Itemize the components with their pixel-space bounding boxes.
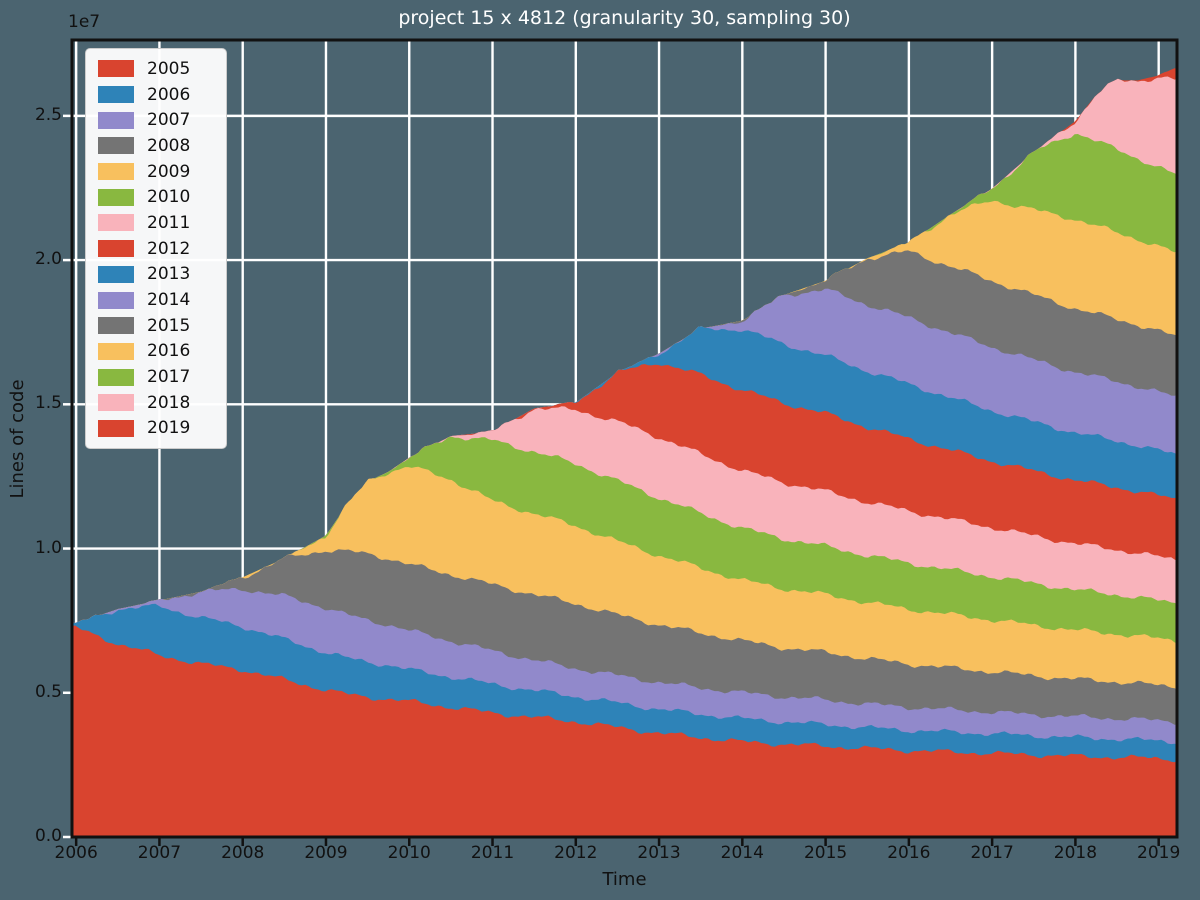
legend-label-2006: 2006 bbox=[147, 84, 191, 105]
legend-item-2013: 2013 bbox=[86, 262, 226, 288]
legend-item-2006: 2006 bbox=[86, 82, 226, 108]
area-2005 bbox=[72, 625, 1177, 837]
legend-label-2010: 2010 bbox=[147, 187, 191, 208]
legend-item-2010: 2010 bbox=[86, 184, 226, 210]
legend-swatch-2006 bbox=[98, 86, 134, 104]
x-tick-label-2014: 2014 bbox=[720, 843, 764, 863]
x-tick-label-2010: 2010 bbox=[387, 843, 431, 863]
legend-label-2017: 2017 bbox=[147, 367, 191, 388]
legend-label-2013: 2013 bbox=[147, 264, 191, 285]
legend-item-2017: 2017 bbox=[86, 364, 226, 390]
legend-swatch-2019 bbox=[98, 419, 134, 437]
legend-item-2018: 2018 bbox=[86, 390, 226, 416]
legend-swatch-2009 bbox=[98, 163, 134, 181]
legend-swatch-2010 bbox=[98, 188, 134, 206]
y-tick-label-1.5: 1.5 bbox=[34, 393, 62, 414]
y-tick-label-0.0: 0.0 bbox=[34, 826, 62, 846]
legend-swatch-2018 bbox=[98, 394, 134, 412]
legend-item-2012: 2012 bbox=[86, 236, 226, 262]
legend-item-2011: 2011 bbox=[86, 210, 226, 236]
legend-label-2016: 2016 bbox=[147, 341, 191, 362]
y-tick-label-2.5: 2.5 bbox=[34, 104, 62, 125]
legend-swatch-2007 bbox=[98, 111, 134, 129]
legend: 2005 2006 2007 2008 2009 2010 2011 2012 2013 2014… bbox=[85, 48, 227, 450]
y-tick-label-2.0: 2.0 bbox=[34, 249, 62, 270]
x-tick-label-2012: 2012 bbox=[554, 843, 598, 863]
y-axis-offset-label: 1e7 bbox=[68, 12, 101, 32]
legend-label-2015: 2015 bbox=[147, 315, 191, 336]
chart-title: project 15 x 4812 (granularity 30, sampl… bbox=[398, 7, 851, 29]
x-tick-label-2017: 2017 bbox=[970, 843, 1014, 863]
x-tick-label-2006: 2006 bbox=[54, 843, 98, 863]
legend-label-2011: 2011 bbox=[147, 212, 191, 233]
legend-item-2014: 2014 bbox=[86, 287, 226, 313]
plot-border bbox=[70, 38, 1179, 839]
x-axis-label: Time bbox=[602, 869, 647, 890]
legend-item-2016: 2016 bbox=[86, 339, 226, 365]
legend-swatch-2016 bbox=[98, 342, 134, 360]
legend-label-2014: 2014 bbox=[147, 290, 191, 311]
legend-item-2019: 2019 bbox=[86, 416, 226, 442]
x-tick-label-2019: 2019 bbox=[1137, 843, 1181, 863]
legend-item-2005: 2005 bbox=[86, 56, 226, 82]
legend-item-2007: 2007 bbox=[86, 107, 226, 133]
y-tick-label-0.5: 0.5 bbox=[34, 681, 62, 702]
y-tick-label-1.0: 1.0 bbox=[34, 537, 62, 558]
legend-swatch-2014 bbox=[98, 291, 134, 309]
legend-swatch-2005 bbox=[98, 60, 134, 78]
legend-label-2019: 2019 bbox=[147, 418, 191, 439]
legend-label-2008: 2008 bbox=[147, 135, 191, 156]
legend-item-2015: 2015 bbox=[86, 313, 226, 339]
legend-label-2009: 2009 bbox=[147, 161, 191, 182]
legend-label-2018: 2018 bbox=[147, 392, 191, 413]
x-tick-label-2009: 2009 bbox=[304, 843, 348, 863]
legend-label-2007: 2007 bbox=[147, 110, 191, 131]
legend-item-2008: 2008 bbox=[86, 133, 226, 159]
legend-label-2005: 2005 bbox=[147, 58, 191, 79]
x-tick-label-2013: 2013 bbox=[637, 843, 681, 863]
legend-swatch-2015 bbox=[98, 317, 134, 335]
legend-swatch-2012 bbox=[98, 240, 134, 258]
legend-item-2009: 2009 bbox=[86, 159, 226, 185]
legend-swatch-2017 bbox=[98, 368, 134, 386]
x-tick-label-2015: 2015 bbox=[803, 843, 848, 863]
x-tick-label-2008: 2008 bbox=[221, 843, 265, 863]
legend-swatch-2013 bbox=[98, 265, 134, 283]
x-tick-label-2007: 2007 bbox=[137, 843, 182, 863]
x-tick-label-2018: 2018 bbox=[1053, 843, 1098, 863]
x-tick-label-2011: 2011 bbox=[470, 843, 515, 863]
legend-swatch-2008 bbox=[98, 137, 134, 155]
x-tick-label-2016: 2016 bbox=[887, 843, 931, 863]
legend-label-2012: 2012 bbox=[147, 238, 191, 259]
legend-swatch-2011 bbox=[98, 214, 134, 232]
